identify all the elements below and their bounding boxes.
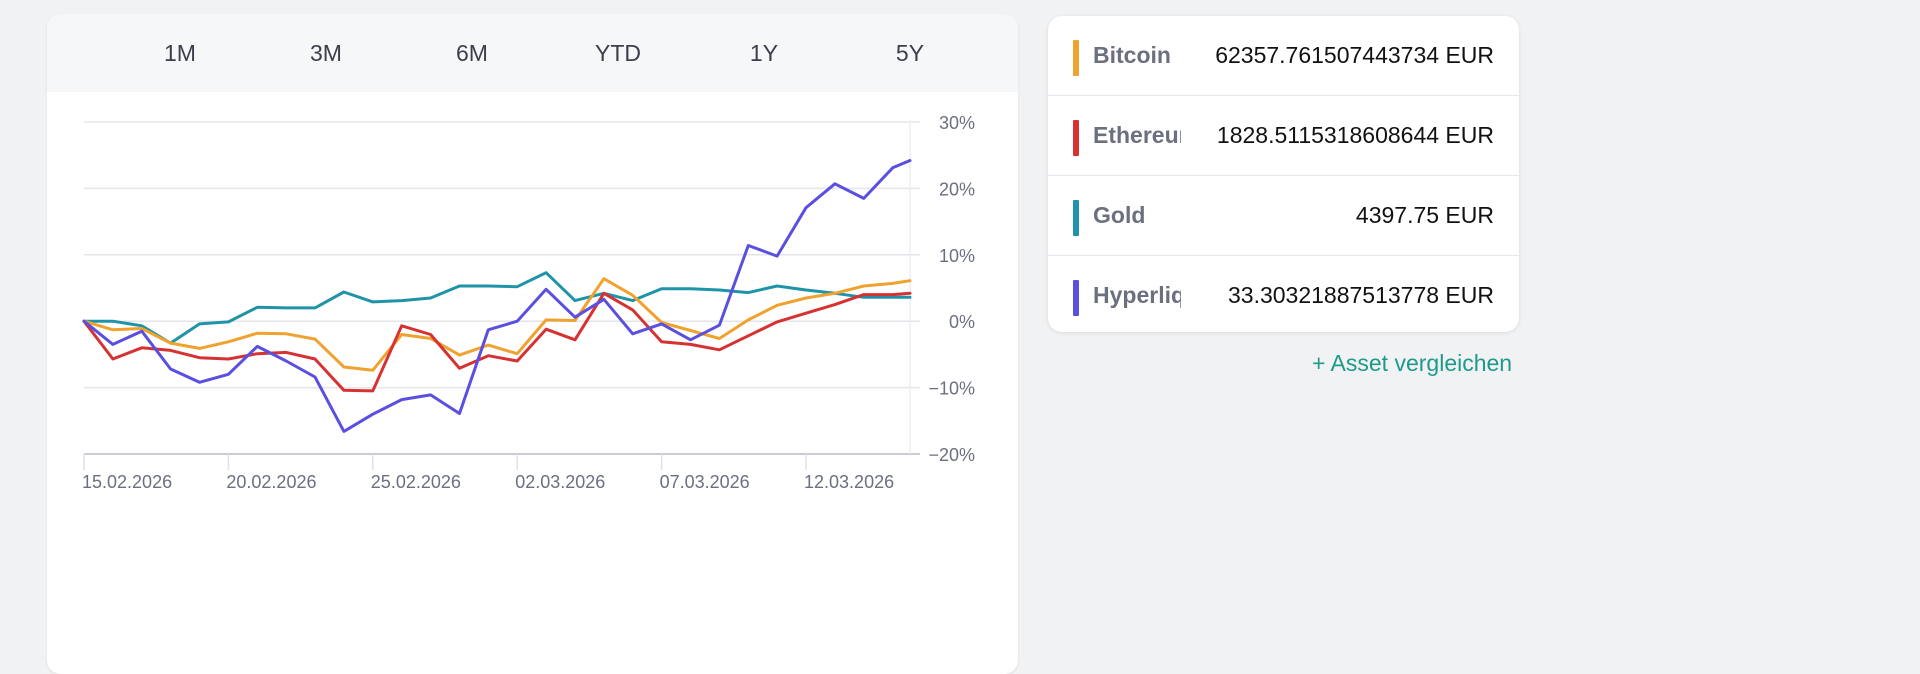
hyperliquid-color-swatch xyxy=(1073,280,1079,316)
asset-list: Bitcoin 62357.761507443734 EUR Ethereum … xyxy=(1048,16,1519,332)
tab-1y[interactable]: 1Y xyxy=(749,39,779,66)
asset-price: 33.30321887513778 EUR xyxy=(1227,282,1494,308)
y-tick-label: 10% xyxy=(939,246,975,266)
tab-1m[interactable]: 1M xyxy=(164,39,196,66)
tab-3m[interactable]: 3M xyxy=(310,39,342,66)
gold-color-swatch xyxy=(1073,200,1079,236)
x-tick-label: 12.03.2026 xyxy=(804,472,894,492)
range-tabs: 1M 3M 6M YTD 1Y 5Y xyxy=(47,14,1018,92)
x-tick-label: 07.03.2026 xyxy=(660,472,750,492)
series-line-hyperliquid xyxy=(82,159,912,433)
asset-row-hyperliquid[interactable]: Hyperliquid 33.30321887513778 EUR xyxy=(1048,256,1519,332)
asset-price: 62357.761507443734 EUR xyxy=(1215,42,1494,68)
x-tick-label: 15.02.2026 xyxy=(82,472,172,492)
asset-name: Hyperliquid xyxy=(1093,282,1181,308)
y-tick-label: −10% xyxy=(928,379,975,399)
series-line-gold xyxy=(82,271,912,345)
y-tick-label: 0% xyxy=(949,312,975,332)
y-tick-label: −20% xyxy=(928,445,975,465)
x-tick-label: 02.03.2026 xyxy=(515,472,605,492)
series-line-bitcoin xyxy=(82,277,912,372)
chart-card: 1M 3M 6M YTD 1Y 5Y 30% 20% 10% 0% −10% −20% 15… xyxy=(47,14,1018,674)
y-tick-label: 30% xyxy=(939,113,975,133)
asset-row-bitcoin[interactable]: Bitcoin 62357.761507443734 EUR xyxy=(1048,16,1519,96)
asset-name: Bitcoin xyxy=(1093,42,1171,68)
tab-ytd[interactable]: YTD xyxy=(595,39,641,66)
y-tick-label: 20% xyxy=(939,179,975,199)
performance-chart[interactable]: 30% 20% 10% 0% −10% −20% 15.02.2026 20.02.2026 2… xyxy=(47,14,1018,674)
tab-5y[interactable]: 5Y xyxy=(895,39,925,66)
add-asset-compare-button[interactable]: + Asset vergleichen xyxy=(1312,350,1513,376)
x-tick-label: 20.02.2026 xyxy=(226,472,316,492)
asset-name: Gold xyxy=(1093,202,1146,228)
asset-price: 1828.5115318608644 EUR xyxy=(1216,122,1494,148)
bitcoin-color-swatch xyxy=(1073,40,1079,76)
series-line-ethereum xyxy=(82,291,912,393)
asset-row-ethereum[interactable]: Ethereum 1828.5115318608644 EUR xyxy=(1048,96,1519,176)
asset-price: 4397.75 EUR xyxy=(1355,202,1494,228)
tab-6m[interactable]: 6M xyxy=(456,39,488,66)
asset-name: Ethereum xyxy=(1093,122,1181,148)
ethereum-color-swatch xyxy=(1073,120,1079,156)
asset-row-gold[interactable]: Gold 4397.75 EUR xyxy=(1048,176,1519,256)
x-tick-label: 25.02.2026 xyxy=(371,472,461,492)
